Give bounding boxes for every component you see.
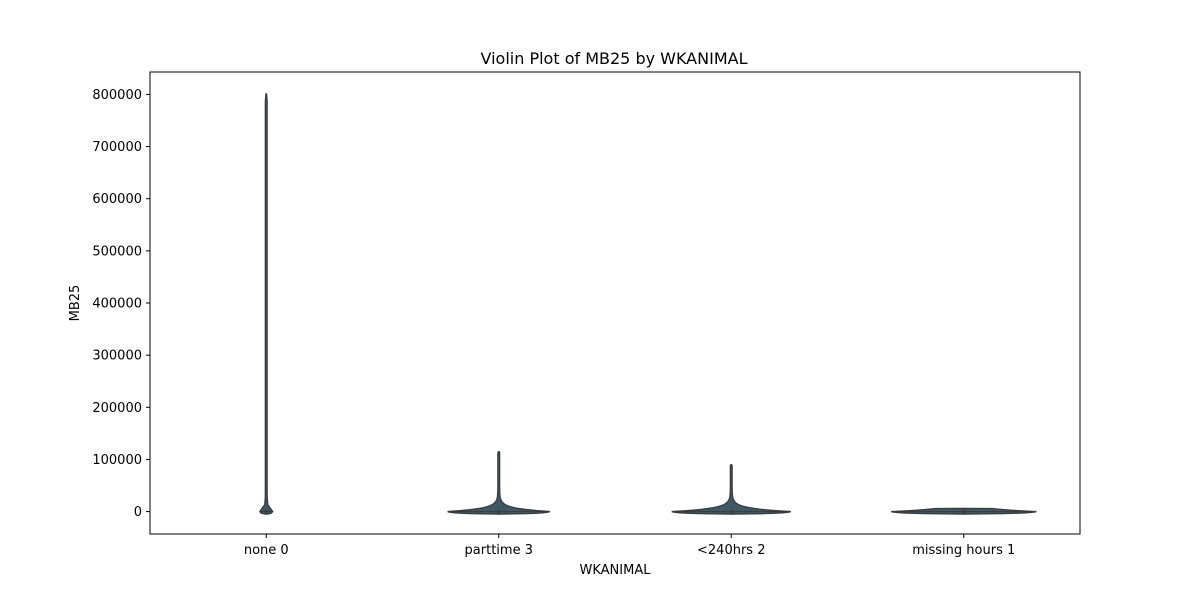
y-tick-label: 700000 bbox=[92, 140, 142, 155]
x-tick-label: <240hrs 2 bbox=[697, 543, 765, 558]
y-tick-label: 300000 bbox=[92, 349, 142, 364]
plot-frame bbox=[149, 71, 1081, 535]
y-tick-label: 200000 bbox=[92, 401, 142, 416]
x-tick-label: missing hours 1 bbox=[912, 543, 1015, 558]
y-axis-label: MB25 bbox=[68, 285, 83, 322]
y-tick-label: 800000 bbox=[92, 88, 142, 103]
y-tick-label: 400000 bbox=[92, 297, 142, 312]
x-axis: none 0 parttime 3 <240hrs 2 missing hours 1 bbox=[244, 534, 1015, 558]
y-tick-label: 500000 bbox=[92, 244, 142, 259]
x-axis-label: WKANIMAL bbox=[580, 563, 652, 578]
chart-title: Violin Plot of MB25 by WKANIMAL bbox=[481, 49, 748, 68]
violin-1 bbox=[447, 450, 551, 515]
y-tick-label: 600000 bbox=[92, 192, 142, 207]
violin-2 bbox=[671, 464, 791, 515]
y-tick-label: 0 bbox=[134, 505, 142, 520]
violins-group bbox=[258, 93, 1037, 515]
y-tick-label: 100000 bbox=[92, 453, 142, 468]
violin-0 bbox=[258, 93, 274, 515]
x-tick-label: none 0 bbox=[244, 543, 289, 558]
y-axis: 0 100000 200000 300000 400000 500000 600000 700… bbox=[92, 88, 150, 520]
x-tick-label: parttime 3 bbox=[465, 543, 533, 558]
